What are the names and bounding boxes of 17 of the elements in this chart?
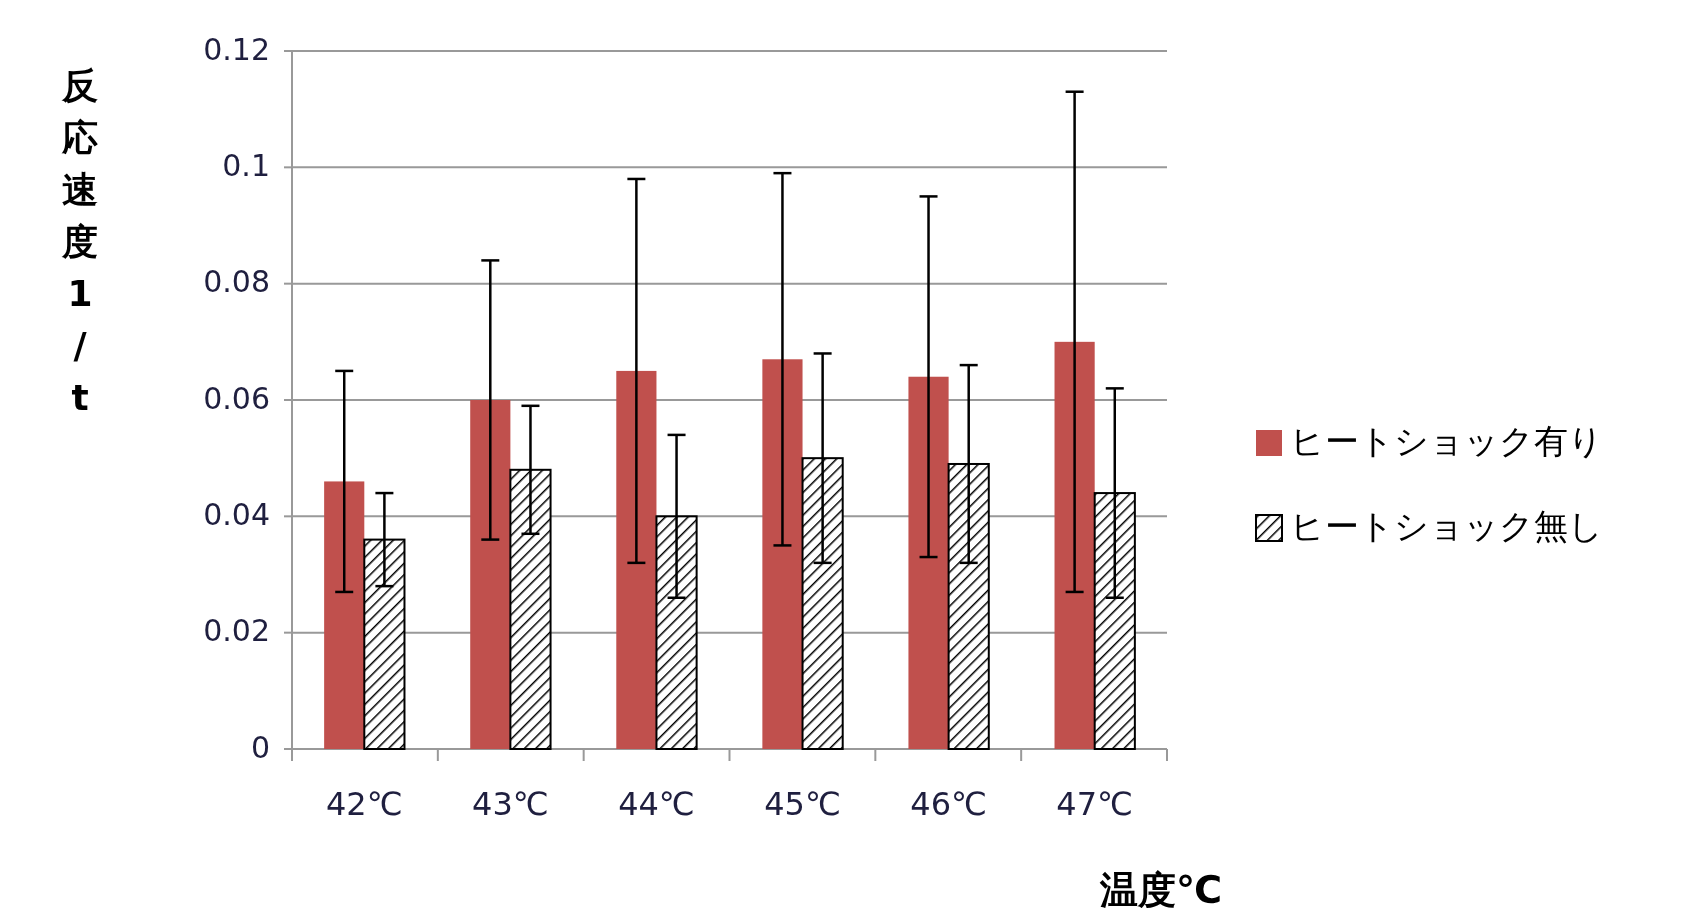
y-axis-title: 反応速度1/t xyxy=(61,65,98,418)
x-tick-label: 43℃ xyxy=(472,785,549,823)
x-axis-title: 温度℃ xyxy=(1098,868,1223,910)
y-tick-label: 0.06 xyxy=(203,380,270,416)
x-tick-label: 45℃ xyxy=(764,785,841,823)
x-tick-label: 42℃ xyxy=(325,785,403,823)
x-tick-label: 44℃ xyxy=(618,785,695,823)
x-tick-label: 47℃ xyxy=(1056,785,1134,823)
y-tick-label: 0.08 xyxy=(203,264,270,300)
y-tick-label: 0.1 xyxy=(222,147,270,183)
y-tick-label: 0.02 xyxy=(203,613,270,649)
legend-label: ヒートショック無し xyxy=(1290,505,1603,546)
y-tick-label: 0.12 xyxy=(203,31,270,67)
legend-label: ヒートショック有り xyxy=(1290,420,1603,461)
y-tick-label: 0 xyxy=(250,729,270,765)
x-tick-label: 46℃ xyxy=(910,785,987,823)
y-tick-label: 0.04 xyxy=(203,496,270,532)
